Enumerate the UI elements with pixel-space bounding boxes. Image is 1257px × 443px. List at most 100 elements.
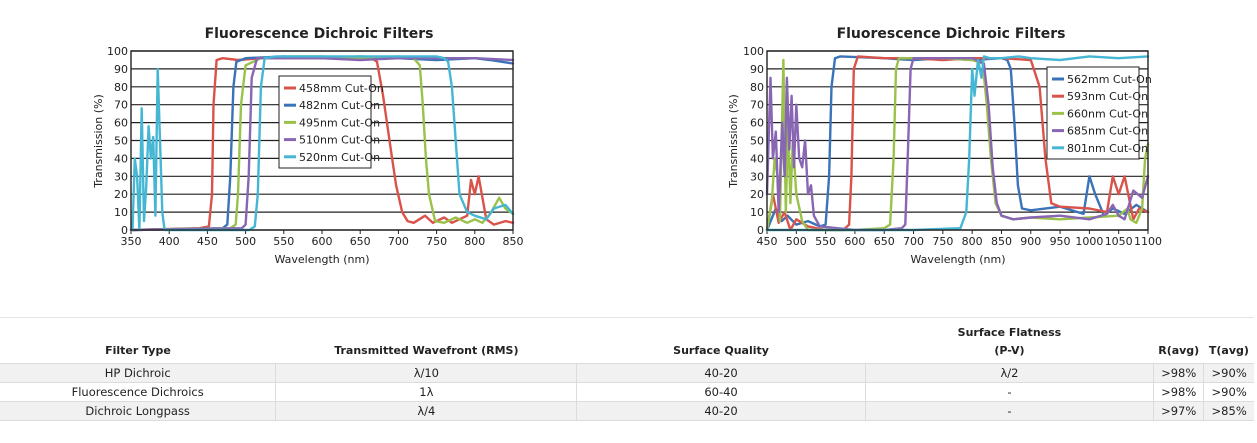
cell-filter-type: Fluorescence Dichroics <box>0 382 276 402</box>
y-tick-label: 40 <box>750 152 764 165</box>
legend-label: 593nm Cut-On <box>1067 90 1148 103</box>
chart-title: Fluorescence Dichroic Filters <box>205 26 434 42</box>
chart-title: Fluorescence Dichroic Filters <box>837 26 1066 42</box>
cell-flatness: - <box>864 382 1154 402</box>
legend: 562mm Cut-On 593nm Cut-On 660nm Cut-On 685n… <box>1046 66 1152 160</box>
header-flatness-line2: (P-V) <box>994 344 1025 357</box>
y-tick-labels: 0 10 20 30 40 50 60 70 80 90 100 <box>107 45 128 237</box>
x-tick-label: 950 <box>1050 235 1071 248</box>
y-tick-label: 80 <box>750 81 764 94</box>
table-row: Dichroic Longpass λ/4 40-20 - >97% >85% <box>0 401 1254 421</box>
y-tick-label: 10 <box>114 206 128 219</box>
x-tick-label: 750 <box>932 235 953 248</box>
y-tick-label: 40 <box>114 152 128 165</box>
series-group <box>765 55 1150 232</box>
x-tick-label: 500 <box>235 235 256 248</box>
series-line-5 <box>131 55 515 232</box>
legend-label: 562mm Cut-On <box>1067 73 1152 86</box>
y-tick-label: 10 <box>750 206 764 219</box>
x-axis-label: Wavelength (nm) <box>274 253 369 266</box>
cell-ravg: >98% <box>1153 382 1204 402</box>
y-axis-label: Transmission (%) <box>92 94 105 189</box>
plot-border <box>766 50 1149 231</box>
x-tick-label: 1000 <box>1075 235 1103 248</box>
series-line-3 <box>129 55 515 232</box>
x-tick-label: 800 <box>962 235 983 248</box>
chart-right: Fluorescence Dichroic Filters 450 500 550 6… <box>727 26 1162 266</box>
series-line-2 <box>765 55 1150 232</box>
x-tick-label: 1100 <box>1134 235 1162 248</box>
x-tick-label: 550 <box>815 235 836 248</box>
cell-ravg: >97% <box>1153 401 1204 421</box>
y-tick-labels: 0 10 20 30 40 50 60 70 80 90 100 <box>743 45 764 237</box>
cell-tavg: >85% <box>1203 401 1254 421</box>
x-axis-label: Wavelength (nm) <box>910 253 1005 266</box>
y-tick-label: 0 <box>757 224 764 237</box>
header-wavefront: Transmitted Wavefront (RMS) <box>275 317 577 364</box>
cell-surface-quality: 60-40 <box>576 382 866 402</box>
cell-wavefront: 1λ <box>275 382 577 402</box>
x-tick-label: 650 <box>874 235 895 248</box>
x-tick-label: 550 <box>273 235 294 248</box>
y-tick-label: 50 <box>750 135 764 148</box>
cell-tavg: >90% <box>1203 363 1254 383</box>
legend-label: 495nm Cut-On <box>299 116 380 129</box>
cell-flatness: - <box>864 401 1154 421</box>
x-tick-label: 400 <box>159 235 180 248</box>
y-tick-label: 50 <box>114 135 128 148</box>
header-ravg: R(avg) <box>1153 317 1204 364</box>
plot-frame <box>766 50 1149 231</box>
legend-label: 660nm Cut-On <box>1067 107 1148 120</box>
plot-frame <box>130 50 514 231</box>
cell-ravg: >98% <box>1153 363 1204 383</box>
x-tick-label: 500 <box>786 235 807 248</box>
y-tick-label: 100 <box>107 45 128 58</box>
y-axis-label: Transmission (%) <box>727 94 740 189</box>
x-tick-label: 850 <box>503 235 524 248</box>
plot-border <box>130 50 514 231</box>
table-header-row: Filter Type Transmitted Wavefront (RMS) … <box>0 317 1254 364</box>
y-tick-label: 100 <box>743 45 764 58</box>
x-tick-label: 800 <box>464 235 485 248</box>
cell-surface-quality: 40-20 <box>576 363 866 383</box>
cell-tavg: >90% <box>1203 382 1254 402</box>
cell-wavefront: λ/10 <box>275 363 577 383</box>
y-tick-label: 60 <box>750 117 764 130</box>
y-tick-label: 20 <box>750 188 764 201</box>
legend-label: 510nm Cut-On <box>299 134 380 147</box>
y-tick-label: 90 <box>114 63 128 76</box>
x-tick-label: 350 <box>121 235 142 248</box>
table-row: Fluorescence Dichroics 1λ 60-40 - >98% >… <box>0 382 1254 402</box>
y-tick-label: 80 <box>114 81 128 94</box>
x-tick-label: 600 <box>844 235 865 248</box>
y-tick-label: 30 <box>114 170 128 183</box>
y-tick-label: 70 <box>750 99 764 112</box>
series-line-3 <box>765 57 1150 232</box>
header-surface-flatness: Surface Flatness (P-V) <box>865 317 1154 364</box>
y-tick-label: 90 <box>750 63 764 76</box>
header-filter-type: Filter Type <box>0 317 276 364</box>
x-tick-label: 750 <box>426 235 447 248</box>
x-tick-label: 450 <box>757 235 778 248</box>
cell-flatness: λ/2 <box>864 363 1154 383</box>
legend-label: 685nm Cut-On <box>1067 125 1148 138</box>
x-tick-label: 850 <box>991 235 1012 248</box>
chart-left: Fluorescence Dichroic Filters 350 400 450 5… <box>92 26 524 266</box>
x-tick-label: 450 <box>197 235 218 248</box>
cell-filter-type: Dichroic Longpass <box>0 401 276 421</box>
x-tick-label: 650 <box>350 235 371 248</box>
legend: 458mm Cut-On 482nm Cut-On 495nm Cut-On 510n… <box>278 75 384 169</box>
legend-label: 520nm Cut-On <box>299 151 380 164</box>
series-line-4 <box>129 57 515 232</box>
series-group <box>129 55 515 232</box>
y-tick-label: 70 <box>114 99 128 112</box>
x-tick-label: 600 <box>312 235 333 248</box>
x-tick-label: 700 <box>388 235 409 248</box>
y-tick-label: 20 <box>114 188 128 201</box>
series-line-1 <box>129 57 515 232</box>
x-tick-label: 900 <box>1020 235 1041 248</box>
table-row: HP Dichroic λ/10 40-20 λ/2 >98% >90% <box>0 363 1254 383</box>
x-tick-labels: 350 400 450 500 550 600 650 700 750 800 850 <box>121 235 524 248</box>
header-flatness-line1: Surface Flatness <box>957 326 1062 339</box>
cell-surface-quality: 40-20 <box>576 401 866 421</box>
